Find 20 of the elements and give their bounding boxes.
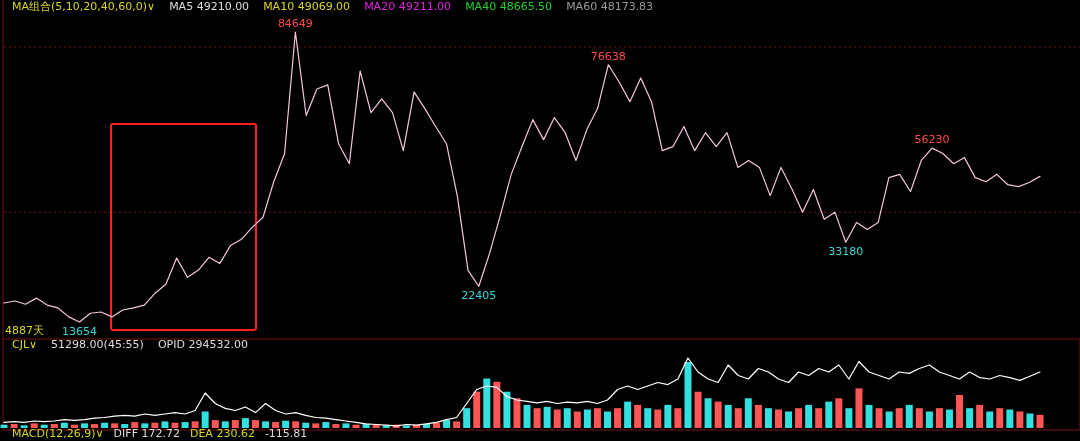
text: MA组合(5,10,20,40,60,0)∨ [12,0,156,13]
text: MA10 49069.00 [263,0,351,13]
annotation: DEA 230.62 [189,427,255,440]
text: MA5 49210.00 [169,0,250,13]
data-label: 84649 [277,17,313,30]
annotation: MACD(12,26,9)∨ [12,427,104,440]
text: MA60 48173.83 [566,0,654,13]
text: CJL∨ [12,338,38,351]
text: 51298.00(45:55) [51,338,144,351]
text: OPID 294532.00 [157,338,248,351]
text: MA40 48665.50 [465,0,553,13]
annotation: DIFF 172.72 [113,427,180,440]
data-label: 13654 [62,325,98,338]
data-label: 76638 [590,49,626,63]
data-label: 33180 [828,245,864,259]
data-label: 22405 [461,289,497,303]
text: MA20 49211.00 [364,0,452,13]
data-label: 56230 [914,133,950,147]
annotation: -115.81 [264,427,308,440]
text: 4887天 [5,324,44,337]
